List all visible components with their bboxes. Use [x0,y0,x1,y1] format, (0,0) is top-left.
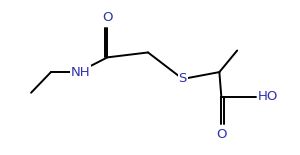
Text: HO: HO [258,90,278,103]
Text: O: O [216,128,226,141]
Text: S: S [178,73,187,85]
Text: NH: NH [71,66,91,79]
Text: O: O [102,11,112,24]
